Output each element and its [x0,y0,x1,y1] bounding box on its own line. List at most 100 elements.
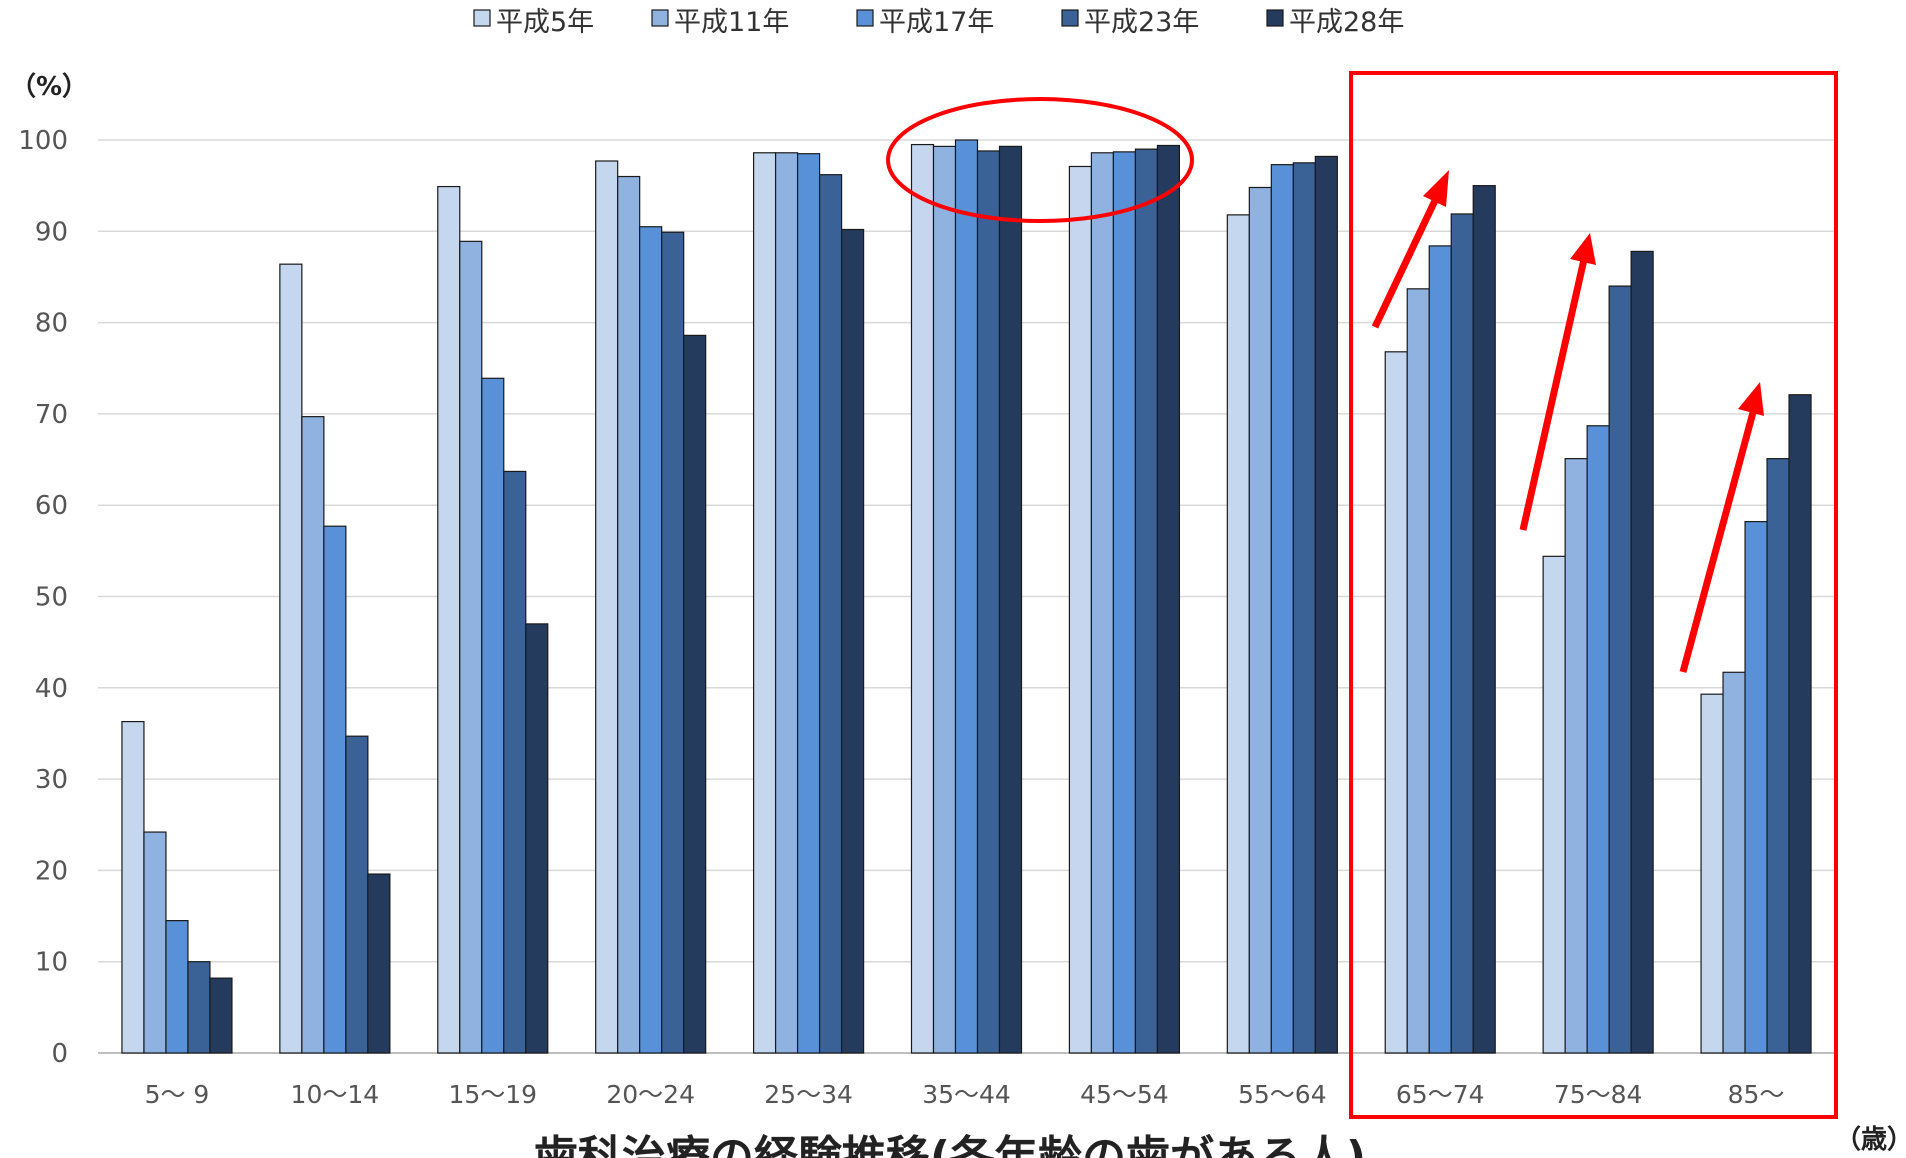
trend-arrow-75-84 [1519,254,1589,531]
x-tick-label: 45～54 [1080,1080,1169,1109]
trend-arrow-head-65-74 [1423,170,1449,207]
chart-title: 歯科治療の経験推移(各年齢の歯がある人) [534,1132,1366,1158]
bar [1564,458,1588,1054]
bar [323,525,347,1054]
y-tick-label: 80 [35,309,68,339]
bar [1450,213,1474,1054]
legend-label: 平成17年 [879,7,994,38]
bar [683,334,707,1054]
bar [774,152,799,1054]
highlight-ellipse [886,97,1194,223]
legend-swatch [651,9,669,27]
x-tick-label: 55～64 [1238,1080,1327,1109]
highlight-box [1349,71,1838,1119]
y-tick-label: 100 [18,126,68,156]
bar [954,139,979,1054]
bar [1112,151,1137,1054]
bar [345,735,369,1054]
trend-arrow-head-85 [1738,382,1764,416]
legend-label: 平成11年 [674,7,789,38]
bar [910,143,935,1054]
bar [1608,285,1632,1054]
bar [209,977,233,1054]
bar [1700,693,1724,1054]
bar [1766,458,1790,1054]
bar [121,720,145,1054]
y-tick-label: 40 [35,674,68,704]
x-tick-label: 85～ [1728,1080,1785,1109]
legend-label: 平成28年 [1289,7,1404,38]
bar [301,416,325,1054]
legend-label: 平成5年 [496,7,594,38]
y-tick-label: 20 [35,856,68,886]
bar [1586,425,1610,1054]
bar [1542,555,1566,1054]
y-tick-label: 60 [35,491,68,521]
legend-swatch [473,9,491,27]
x-tick-label: 20～24 [606,1080,695,1109]
bar [818,174,843,1054]
bars [121,139,1812,1054]
bar [1068,165,1093,1054]
bar [1226,214,1250,1054]
bar [459,240,483,1054]
bar [796,153,821,1054]
bar [1090,152,1115,1054]
bar [595,160,619,1054]
annotations [886,71,1838,1119]
y-tick-label: 90 [35,217,68,247]
trend-arrow-head-75-84 [1570,233,1596,265]
y-tick-label: 50 [35,583,68,613]
bar [1630,250,1654,1054]
x-axis-unit: （歳） [1835,1125,1906,1155]
bar [1406,288,1430,1054]
bar [1744,521,1768,1054]
bar [1292,162,1316,1054]
y-tick-label: 10 [35,948,68,978]
legend-swatch [1061,9,1079,27]
y-tick-label: 70 [35,400,68,430]
bar [1270,164,1294,1054]
x-tick-label: 15～19 [448,1080,537,1109]
bar [1314,155,1338,1054]
bar [187,961,211,1054]
bar [661,231,685,1054]
bar [639,226,663,1054]
bar [481,377,505,1054]
bar [840,228,865,1054]
bar [1384,351,1408,1054]
x-tick-label: 25～34 [764,1080,853,1109]
bar [367,873,391,1054]
bar [437,185,461,1054]
legend-swatch [1266,9,1284,27]
legend: 平成5年 平成11年 平成17年 平成23年 平成28年 [473,7,1404,38]
bar [165,920,189,1054]
x-axis-categories: 5～ 9 10～14 15～19 20～24 25～34 35～44 45～54 55～64 6… [145,1080,1785,1109]
bar [932,145,957,1054]
x-tick-label: 35～44 [922,1080,1011,1109]
bar [1248,186,1272,1054]
x-tick-label: 65～74 [1396,1080,1485,1109]
bar [752,152,777,1054]
x-tick-label: 10～14 [291,1080,380,1109]
bar [503,470,527,1054]
bar [1156,144,1181,1054]
bar [143,831,167,1054]
bar [1428,245,1452,1054]
bar [1788,394,1812,1054]
x-tick-label: 5～ 9 [145,1080,210,1109]
bar [1472,185,1496,1054]
bar [998,145,1023,1054]
bar [617,175,641,1054]
trend-arrow-65-74 [1371,188,1444,329]
y-axis-unit: （%） [10,72,88,102]
bar [279,263,303,1054]
bar [976,150,1001,1054]
bar [1134,148,1159,1054]
bar [1722,671,1746,1054]
y-tick-label: 30 [35,765,68,795]
legend-swatch [856,9,874,27]
y-axis-ticks: 0 10 20 30 40 50 60 70 80 90 100 [18,126,68,1069]
y-tick-label: 0 [51,1039,68,1069]
